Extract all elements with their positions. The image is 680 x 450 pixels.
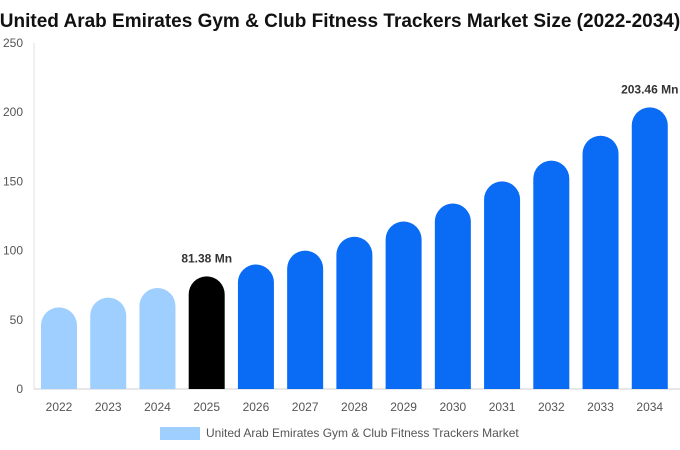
bar-2022 <box>41 307 77 389</box>
x-axis: 2022 2023 2024 2025 2026 2027 2028 2029 2030 2031… <box>34 388 680 414</box>
bar-2024 <box>139 287 176 389</box>
y-tick-label: 250 <box>3 36 23 50</box>
x-tick-label: 2026 <box>243 400 270 414</box>
legend: United Arab Emirates Gym & Club Fitness … <box>160 426 519 440</box>
y-tick-label: 100 <box>3 244 23 258</box>
data-labels: 81.38 Mn 203.46 Mn <box>181 82 678 265</box>
x-tick-label: 2034 <box>636 400 663 414</box>
bar-2023 <box>90 297 127 389</box>
bar-2026 <box>237 264 274 389</box>
bars <box>41 107 668 389</box>
bar-2028 <box>336 236 373 389</box>
y-tick-label: 0 <box>16 382 23 396</box>
y-tick-label: 150 <box>3 174 23 188</box>
x-tick-label: 2025 <box>193 400 220 414</box>
bar-2032 <box>533 160 570 389</box>
bar-2025 <box>188 276 225 389</box>
chart-title: United Arab Emirates Gym & Club Fitness … <box>0 11 680 32</box>
y-axis: 0 50 100 150 200 250 <box>3 36 35 396</box>
data-label-2034: 203.46 Mn <box>621 82 678 96</box>
bar-2029 <box>385 221 422 389</box>
bar-2027 <box>287 250 324 389</box>
x-tick-label: 2023 <box>95 400 122 414</box>
data-label-2025: 81.38 Mn <box>181 251 232 265</box>
legend-label: United Arab Emirates Gym & Club Fitness … <box>206 426 519 440</box>
y-tick-label: 50 <box>10 313 24 327</box>
x-tick-label: 2027 <box>292 400 319 414</box>
bar-2030 <box>434 203 471 389</box>
x-tick-label: 2030 <box>439 400 466 414</box>
bar-2034 <box>631 107 668 389</box>
bar-2031 <box>484 181 521 389</box>
x-tick-label: 2033 <box>587 400 614 414</box>
x-tick-label: 2028 <box>341 400 368 414</box>
x-tick-label: 2029 <box>390 400 417 414</box>
x-tick-label: 2031 <box>489 400 516 414</box>
x-tick-label: 2032 <box>538 400 565 414</box>
y-tick-label: 200 <box>3 105 23 119</box>
x-tick-label: 2022 <box>46 400 73 414</box>
legend-swatch <box>160 427 200 440</box>
bar-2033 <box>582 135 619 389</box>
x-tick-label: 2024 <box>144 400 171 414</box>
